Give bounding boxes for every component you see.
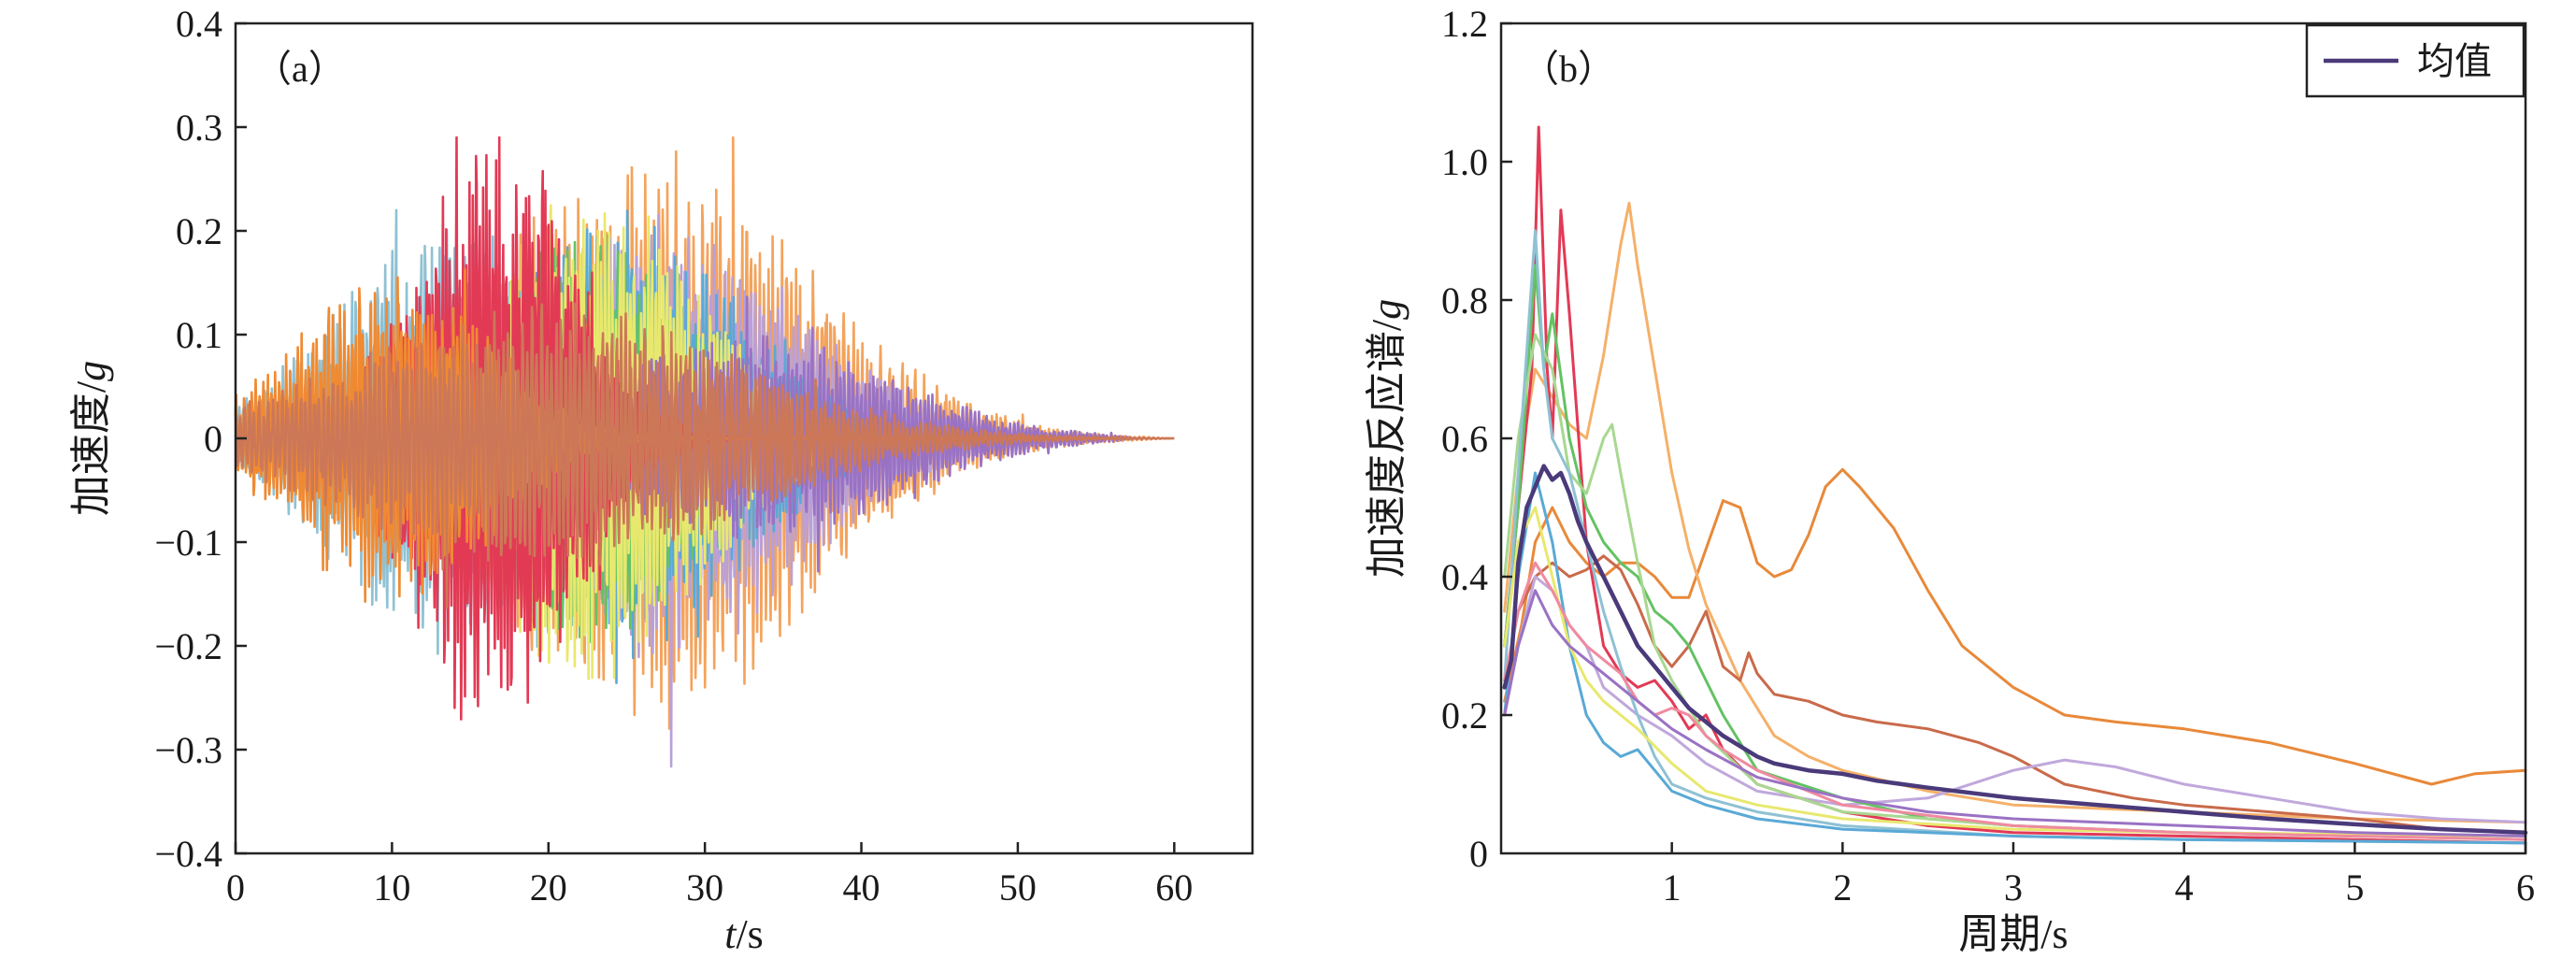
panel-b-x-tick-label: 5 <box>2345 866 2364 909</box>
panel-b-y-tick-label: 0.4 <box>1441 556 1488 598</box>
panel-b-y-axis-label: 加速度反应谱/g <box>1364 299 1410 578</box>
panel-a-acceleration-time-history: 0 10 20 30 40 50 60 −0.4 −0.3 −0.2 −0.1 0 0.1 0.2 0.3 0… <box>68 3 1254 957</box>
panel-b-axes: 1 2 3 4 5 6 0 0.2 0.4 0.6 0.8 1.0 1.2 <box>1441 3 2535 909</box>
panel-a-series-group <box>234 136 1175 768</box>
panel-b-label: （b） <box>1522 48 1615 90</box>
panel-b-y-tick-label: 1.2 <box>1441 3 1488 45</box>
panel-b-y-tick-label: 1.0 <box>1441 141 1488 183</box>
panel-a-y-tick-label: −0.3 <box>154 729 222 771</box>
panel-b-mean-line <box>1502 464 2528 836</box>
panel-b-x-axis-label: 周期/s <box>1958 911 2068 957</box>
panel-a-x-tick-label: 30 <box>686 866 723 909</box>
legend-label-mean: 均值 <box>2417 40 2492 82</box>
panel-a-label: （a） <box>254 48 346 90</box>
panel-b-y-tick-label: 0.8 <box>1441 279 1488 322</box>
panel-a-x-tick-label: 50 <box>999 866 1037 909</box>
panel-a-axes: 0 10 20 30 40 50 60 −0.4 −0.3 −0.2 −0.1 0 0.1 0.2 0.3 0… <box>154 3 1193 909</box>
panel-a-y-tick-label: 0.4 <box>176 3 222 45</box>
panel-a-y-tick-label: 0 <box>204 418 222 460</box>
panel-b-legend: 均值 <box>2305 23 2526 98</box>
panel-b-x-tick-label: 6 <box>2516 866 2535 909</box>
panel-a-x-axis-label: t/s <box>724 911 764 957</box>
panel-b-origin-label: 0 <box>1469 833 1488 875</box>
panel-a-x-tick-label: 10 <box>373 866 410 909</box>
panel-b-x-tick-label: 2 <box>1833 866 1852 909</box>
panel-b-series-line <box>1503 589 2527 837</box>
panel-b-series-line <box>1503 125 2527 845</box>
panel-a-y-tick-label: −0.2 <box>154 625 222 667</box>
panel-a-y-tick-label: 0.1 <box>176 314 222 356</box>
panel-b-series-line <box>1503 506 2527 837</box>
panel-b-series-line <box>1503 264 2527 841</box>
panel-a-x-tick-label: 60 <box>1155 866 1193 909</box>
panel-b-series-group <box>1502 125 2528 845</box>
panel-a-y-axis-label: 加速度/g <box>68 361 114 516</box>
panel-b-series-line <box>1503 333 2527 837</box>
panel-a-y-tick-label: −0.1 <box>154 522 222 564</box>
panel-a-x-tick-label: 20 <box>530 866 567 909</box>
panel-a-y-tick-label: −0.4 <box>154 833 222 875</box>
panel-a-x-tick-label: 0 <box>226 866 245 909</box>
panel-b-series-line <box>1503 229 2527 845</box>
panel-b-y-tick-label: 0.6 <box>1441 418 1488 460</box>
panel-b-x-tick-label: 3 <box>2004 866 2023 909</box>
panel-b-x-tick-label: 1 <box>1663 866 1682 909</box>
panel-a-series-line <box>234 302 1175 609</box>
panel-a-y-tick-label: 0.3 <box>176 107 222 149</box>
panel-b-response-spectrum: 1 2 3 4 5 6 0 0.2 0.4 0.6 0.8 1.0 1.2 （b） 周期/s 加速度反应… <box>1364 3 2535 957</box>
panel-b-series-line <box>1503 554 2527 835</box>
panel-a-x-tick-label: 40 <box>843 866 880 909</box>
panel-b-series-line <box>1503 201 2527 824</box>
panel-b-series-line <box>1503 467 2527 786</box>
panel-a-y-tick-label: 0.2 <box>176 210 222 252</box>
panel-b-series-line <box>1503 471 2527 845</box>
panel-b-plot-frame <box>1499 21 2527 855</box>
panel-b-y-tick-label: 0.2 <box>1441 694 1488 737</box>
panel-b-x-tick-label: 4 <box>2175 866 2194 909</box>
